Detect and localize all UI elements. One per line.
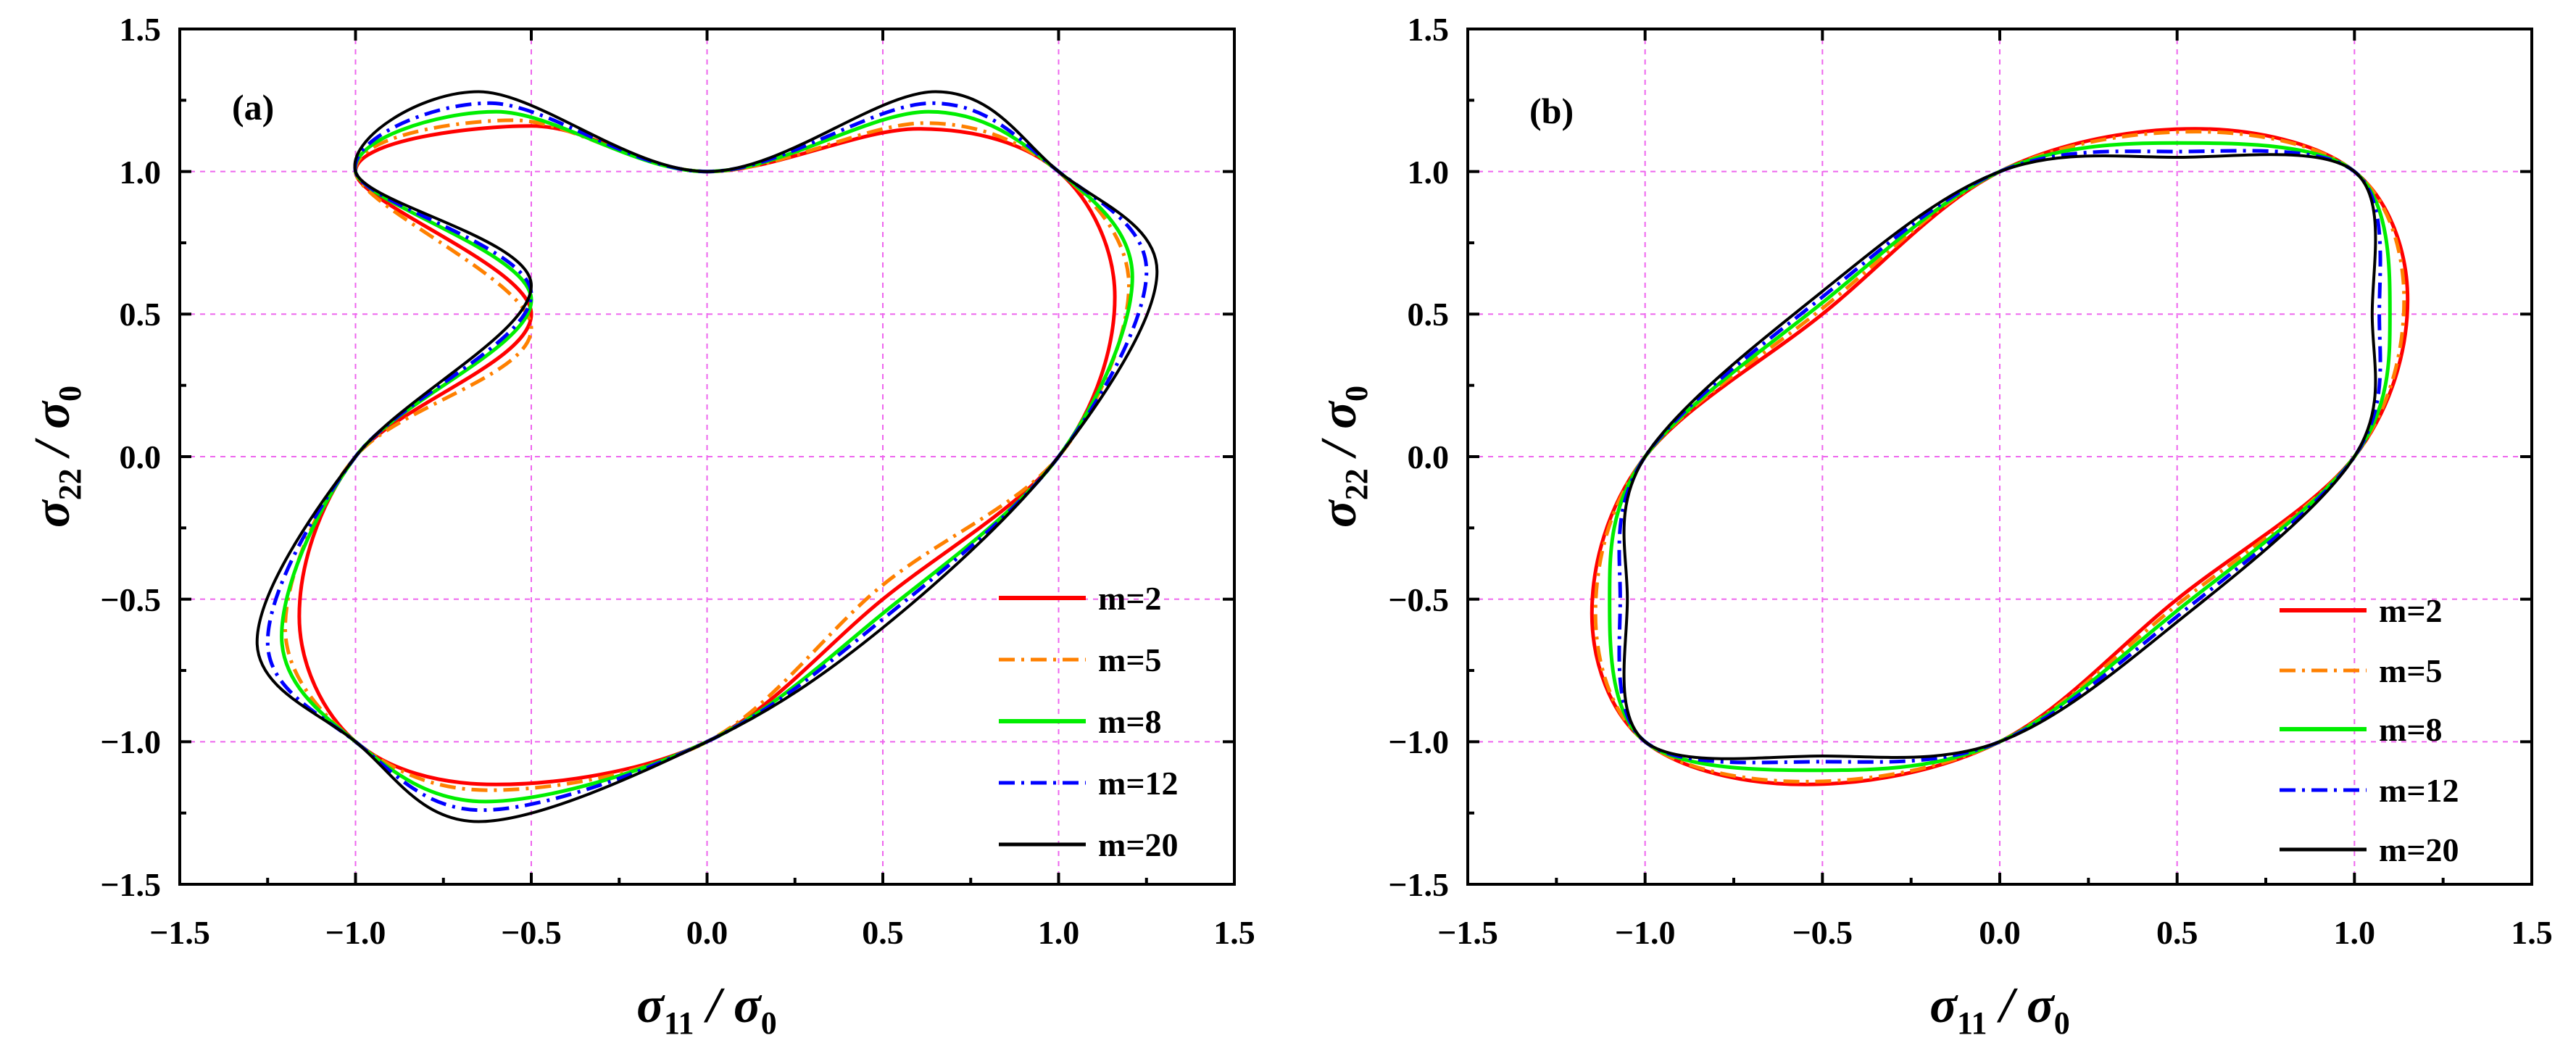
panel-a-curves <box>255 90 1159 823</box>
panel-b-curve-m20 <box>1622 153 2377 760</box>
panel-a-y-tick-label: 1.5 <box>120 11 162 48</box>
panel-b-curves <box>1590 127 2410 786</box>
panel-b-legend: m=2 m=5 m=8 m=12 m=20 <box>2280 592 2459 868</box>
panel-b-legend-label-m12: m=12 <box>2379 772 2459 809</box>
panel-b-x-tick-label: 1.0 <box>2334 914 2376 951</box>
panel-b-y-tick-label: −1.0 <box>1388 723 1449 760</box>
panel-b-y-tick-label: 1.5 <box>1408 11 1450 48</box>
panel-b-x-tick-label: −1.5 <box>1437 914 1498 951</box>
panel-b-y-tick-labels: −1.5 −1.0 −0.5 0.0 0.5 1.0 1.5 <box>1388 11 1449 903</box>
panel-a-x-tick-label: −1.5 <box>149 914 210 951</box>
panel-a-y-tick-label: 0.0 <box>120 439 162 475</box>
panel-a-gridlines <box>180 29 1234 884</box>
panel-b-x-tick-label: −1.0 <box>1615 914 1676 951</box>
panel-b-x-tick-label: 1.5 <box>2511 914 2553 951</box>
panel-b-x-tick-label: 0.0 <box>1979 914 2021 951</box>
panel-a-curve-m20 <box>255 90 1159 823</box>
panel-a-x-axis-label: σ11 / σ0 <box>636 978 777 1041</box>
panel-a-x-tick-label: 1.0 <box>1038 914 1080 951</box>
panel-b-x-tick-label: −0.5 <box>1792 914 1853 951</box>
panel-a-y-tick-label: −1.0 <box>100 723 161 760</box>
panel-a-x-tick-label: 1.5 <box>1213 914 1255 951</box>
panel-b-x-axis-label: σ11 / σ0 <box>1929 978 2070 1041</box>
panel-a-legend-label-m5: m=5 <box>1098 641 1162 678</box>
panel-b-legend-label-m5: m=5 <box>2379 652 2443 689</box>
panel-b-legend-label-m8: m=8 <box>2379 711 2443 748</box>
panel-a-x-tick-label: 0.5 <box>862 914 904 951</box>
panel-a-y-axis-label: σ22 / σ0 <box>25 386 88 528</box>
panel-b-label: (b) <box>1529 91 1574 131</box>
panel-b-gridlines <box>1468 29 2532 884</box>
panel-a-legend-label-m20: m=20 <box>1098 826 1179 863</box>
panel-b-ticks <box>1466 28 2533 886</box>
panel-b-x-tick-label: 0.5 <box>2156 914 2198 951</box>
panel-b-y-tick-label: −0.5 <box>1388 581 1449 618</box>
panel-b: −1.5 −1.0 −0.5 0.0 0.5 1.0 1.5 −1.5 −1.0… <box>1311 11 2553 1041</box>
panel-a-legend-label-m2: m=2 <box>1098 580 1162 617</box>
panel-a-y-tick-label: 1.0 <box>120 154 162 191</box>
panel-a-y-tick-label: −0.5 <box>100 581 161 618</box>
panel-a-x-tick-label: −1.0 <box>325 914 386 951</box>
panel-a-label: (a) <box>232 87 274 128</box>
panel-a: −1.5 −1.0 −0.5 0.0 0.5 1.0 1.5 −1.5 −1.0… <box>25 11 1255 1041</box>
panel-b-y-tick-label: 0.5 <box>1408 296 1450 333</box>
panel-a-legend-label-m8: m=8 <box>1098 703 1162 740</box>
panel-a-y-tick-labels: −1.5 −1.0 −0.5 0.0 0.5 1.0 1.5 <box>100 11 161 903</box>
panel-b-y-tick-label: 1.0 <box>1408 154 1450 191</box>
panel-a-x-tick-labels: −1.5 −1.0 −0.5 0.0 0.5 1.0 1.5 <box>149 914 1255 951</box>
panel-a-legend-label-m12: m=12 <box>1098 765 1179 802</box>
panel-b-y-tick-label: 0.0 <box>1408 439 1450 475</box>
panel-a-x-tick-label: 0.0 <box>686 914 728 951</box>
panel-b-y-tick-label: −1.5 <box>1388 866 1449 903</box>
panel-a-legend: m=2 m=5 m=8 m=12 m=20 <box>999 580 1179 863</box>
panel-b-legend-label-m20: m=20 <box>2379 831 2459 868</box>
panel-a-ticks <box>178 28 1236 886</box>
panel-a-x-tick-label: −0.5 <box>501 914 562 951</box>
panel-b-y-axis-label: σ22 / σ0 <box>1311 386 1374 528</box>
panel-b-legend-label-m2: m=2 <box>2379 592 2443 629</box>
panel-a-y-tick-label: −1.5 <box>100 866 161 903</box>
panel-a-y-tick-label: 0.5 <box>120 296 162 333</box>
panel-b-x-tick-labels: −1.5 −1.0 −0.5 0.0 0.5 1.0 1.5 <box>1437 914 2553 951</box>
